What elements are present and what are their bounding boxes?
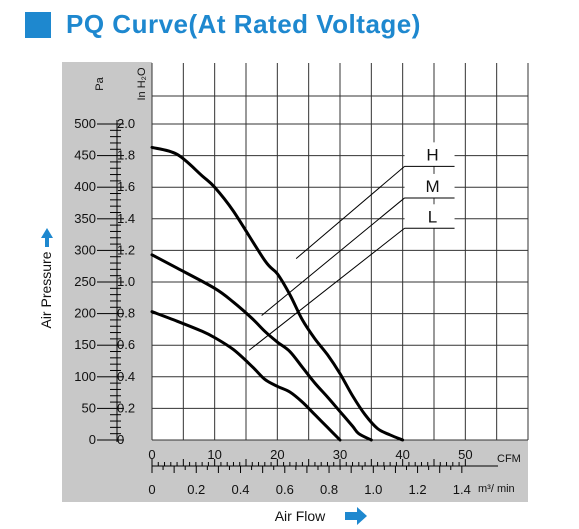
callout-leader-h	[295, 165, 405, 259]
series-label-m: M	[425, 177, 439, 196]
y-tick-label-pa: 250	[74, 274, 96, 289]
callout-box-m	[404, 173, 455, 198]
x-tick-label-m3min: 1.2	[409, 482, 427, 497]
curve-l	[150, 310, 342, 442]
y-unit-inh2o-label: In H₂O	[136, 67, 148, 100]
series-label-l: L	[428, 207, 437, 226]
x-tick-label-cfm: 0	[148, 447, 155, 462]
y-tick-label-pa: 300	[74, 242, 96, 257]
series-label-h: H	[426, 145, 438, 164]
curve-h	[150, 145, 405, 442]
callout-leader-l	[248, 227, 405, 351]
x-tick-label-cfm: 40	[395, 447, 409, 462]
y-tick-label-pa: 400	[74, 179, 96, 194]
x-tick-label-m3min: 1.0	[364, 482, 382, 497]
y-tick-label-pa: 0	[89, 432, 96, 447]
y-tick-label-inh2o: 1.4	[117, 211, 135, 226]
y-tick-label-inh2o: 1.0	[117, 274, 135, 289]
y-tick-label-pa: 150	[74, 337, 96, 352]
y-tick-label-inh2o: 1.2	[117, 242, 135, 257]
y-tick-label-pa: 200	[74, 306, 96, 321]
y-tick-label-inh2o: 0.8	[117, 306, 135, 321]
y-tick-label-pa: 100	[74, 369, 96, 384]
y-tick-label-inh2o: 2.0	[117, 116, 135, 131]
x-unit-m3min-label: m³/ min	[478, 483, 515, 495]
y-tick-label-inh2o: 0.4	[117, 369, 135, 384]
x-tick-label-cfm: 50	[458, 447, 472, 462]
y-tick-label-inh2o: 0.2	[117, 400, 135, 415]
y-tick-label-pa: 500	[74, 116, 96, 131]
y-unit-pa-label: Pa	[94, 76, 106, 90]
x-tick-label-m3min: 0.8	[320, 482, 338, 497]
x-axis-title: Air Flow	[275, 508, 326, 524]
arrow-up-icon	[41, 228, 53, 247]
y-tick-label-inh2o: 1.8	[117, 148, 135, 163]
callout-leader-m	[261, 197, 405, 316]
y-tick-label-inh2o: 0.6	[117, 337, 135, 352]
y-tick-label-pa: 450	[74, 148, 96, 163]
y-tick-label-inh2o: 0	[117, 432, 124, 447]
callout-box-l	[404, 204, 455, 229]
x-tick-label-cfm: 10	[207, 447, 221, 462]
arrow-right-icon	[345, 507, 367, 525]
curve-m	[150, 253, 373, 442]
y-tick-label-pa: 50	[82, 400, 96, 415]
title-blue-square-icon	[25, 12, 51, 38]
x-tick-label-m3min: 0	[148, 482, 155, 497]
callout-box-h	[404, 142, 455, 167]
x-tick-label-m3min: 0.4	[231, 482, 249, 497]
chart-title: PQ Curve(At Rated Voltage)	[66, 9, 421, 39]
y-tick-label-inh2o: 1.6	[117, 179, 135, 194]
y-tick-label-pa: 350	[74, 211, 96, 226]
x-axis-panel	[62, 440, 528, 502]
x-tick-label-cfm: 20	[270, 447, 284, 462]
x-tick-label-cfm: 30	[333, 447, 347, 462]
x-unit-cfm-label: CFM	[497, 453, 521, 465]
x-tick-label-m3min: 0.2	[187, 482, 205, 497]
y-axis-title: Air Pressure	[38, 251, 54, 328]
x-tick-label-m3min: 1.4	[453, 482, 471, 497]
x-tick-label-m3min: 0.6	[276, 482, 294, 497]
